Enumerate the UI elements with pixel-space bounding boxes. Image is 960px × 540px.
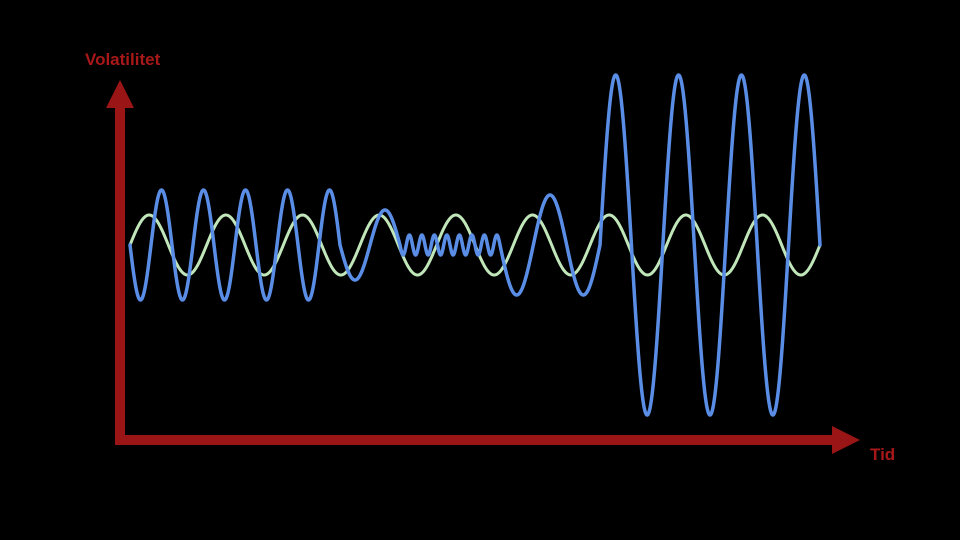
blue-wave — [130, 75, 820, 415]
volatility-chart: Volatilitet Tid — [0, 0, 960, 540]
y-axis-label: Volatilitet — [85, 50, 160, 70]
chart-canvas — [0, 0, 960, 540]
x-axis-label: Tid — [870, 445, 895, 465]
